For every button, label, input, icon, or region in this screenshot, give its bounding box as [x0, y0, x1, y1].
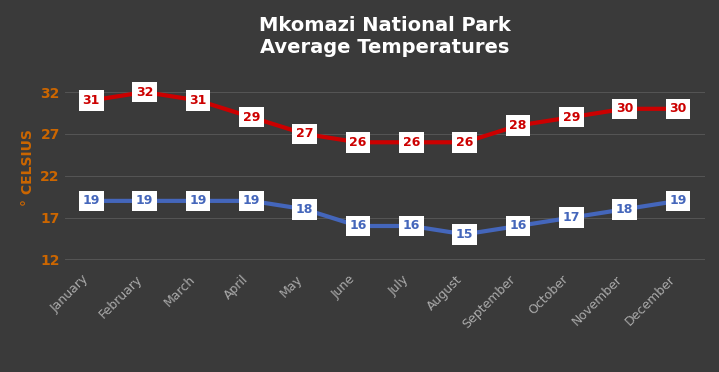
Text: 19: 19 [136, 195, 153, 207]
Text: 32: 32 [136, 86, 153, 99]
Text: 15: 15 [456, 228, 473, 241]
Text: 31: 31 [189, 94, 206, 107]
Text: 26: 26 [456, 136, 473, 149]
Text: 29: 29 [243, 111, 260, 124]
Title: Mkomazi National Park
Average Temperatures: Mkomazi National Park Average Temperatur… [259, 16, 510, 57]
Text: 18: 18 [616, 203, 633, 216]
Y-axis label: ° CELSIUS: ° CELSIUS [21, 129, 35, 206]
Text: 17: 17 [562, 211, 580, 224]
Text: 19: 19 [669, 195, 687, 207]
Text: 29: 29 [563, 111, 580, 124]
Text: 31: 31 [83, 94, 100, 107]
Text: 16: 16 [403, 219, 420, 232]
Text: 27: 27 [296, 128, 313, 140]
Text: 26: 26 [349, 136, 367, 149]
Text: 18: 18 [296, 203, 313, 216]
Text: 28: 28 [509, 119, 526, 132]
Text: 26: 26 [403, 136, 420, 149]
Text: 19: 19 [243, 195, 260, 207]
Text: 30: 30 [669, 102, 687, 115]
Text: 16: 16 [349, 219, 367, 232]
Text: 19: 19 [83, 195, 100, 207]
Text: 16: 16 [509, 219, 526, 232]
Text: 30: 30 [616, 102, 633, 115]
Text: 19: 19 [189, 195, 206, 207]
